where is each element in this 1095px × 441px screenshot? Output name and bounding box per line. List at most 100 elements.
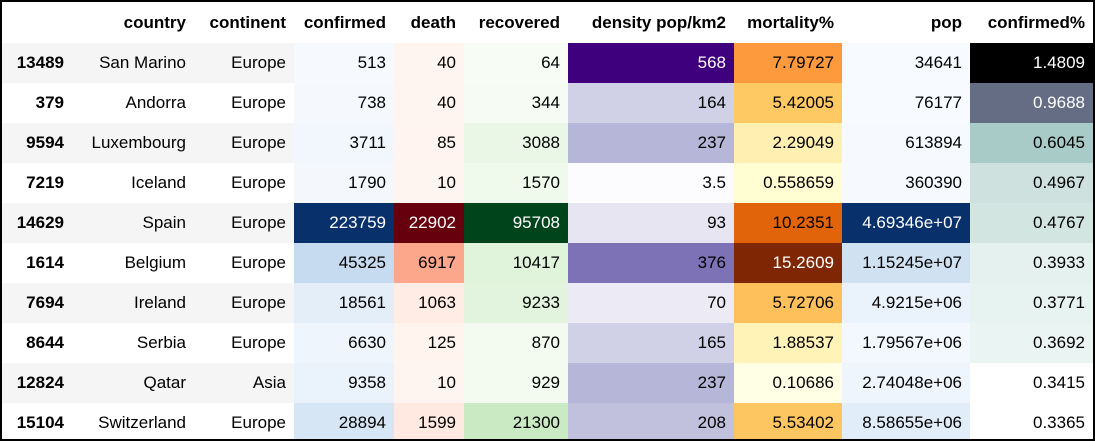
cell-mortality: 2.29049 [734, 123, 842, 163]
column-density-header: density pop/km2 [568, 2, 734, 43]
cell-pop: 8.58655e+06 [842, 403, 970, 439]
cell-density: 208 [568, 403, 734, 439]
column-index-header [2, 2, 74, 43]
cell-density: 376 [568, 243, 734, 283]
cell-country: Spain [74, 203, 194, 243]
cell-continent: Europe [231, 333, 286, 352]
row-index: 379 [35, 93, 64, 112]
cell-confirmed: 18561 [294, 283, 394, 323]
cell-recovered: 9233 [464, 283, 568, 323]
cell-density: 165 [568, 323, 734, 363]
row-index: 13489 [2, 43, 74, 83]
cell-pop: 360390 [842, 163, 970, 203]
cell-continent: Asia [194, 363, 294, 403]
cell-confirmed: 28894 [294, 403, 394, 439]
cell-continent: Europe [194, 283, 294, 323]
cell-confirmed: 45325 [294, 243, 394, 283]
cell-death: 10 [394, 363, 464, 403]
cell-mortality: 1.88537 [734, 323, 842, 363]
cell-confirmed: 1790 [294, 163, 394, 203]
cell-death: 1599 [394, 403, 464, 439]
row-index: 7219 [26, 173, 64, 192]
cell-death: 40 [394, 83, 464, 123]
cell-mortality: 0.10686 [734, 363, 842, 403]
cell-country: Switzerland [98, 413, 186, 432]
cell-recovered: 1570 [464, 163, 568, 203]
cell-country: Ireland [74, 283, 194, 323]
cell-country: Qatar [74, 363, 194, 403]
cell-continent: Europe [194, 43, 294, 83]
cell-death: 6917 [394, 243, 464, 283]
cell-confirmed: 3711 [294, 123, 394, 163]
cell-density: 3.5 [568, 163, 734, 203]
table-row: 13489 San Marino Europe 513 40 64 568 7.79727 34… [2, 43, 1093, 83]
cell-mortality: 15.2609 [734, 243, 842, 283]
cell-density: 237 [568, 123, 734, 163]
cell-confirmed: 223759 [294, 203, 394, 243]
cell-density: 237 [568, 363, 734, 403]
cell-recovered: 64 [464, 43, 568, 83]
table-row: 9594 Luxembourg Europe 3711 85 3088 237 2.29049… [2, 123, 1093, 163]
cell-death: 40 [394, 43, 464, 83]
header-row: country continent confirmed death recovered d… [2, 2, 1093, 43]
cell-recovered: 344 [464, 83, 568, 123]
cell-mortality: 7.79727 [734, 43, 842, 83]
cell-pop: 4.69346e+07 [842, 203, 970, 243]
cell-confirmed-pct: 0.6045 [970, 123, 1093, 163]
cell-pop: 1.15245e+07 [842, 243, 970, 283]
cell-country: Serbia [136, 333, 186, 352]
table-row: 14629 Spain Europe 223759 22902 95708 93 10.235… [2, 203, 1093, 243]
cell-density: 70 [568, 283, 734, 323]
table-row: 12824 Qatar Asia 9358 10 929 237 0.10686 2.74048… [2, 363, 1093, 403]
column-confirmed-header: confirmed [294, 2, 394, 43]
cell-death: 10 [394, 163, 464, 203]
row-index: 7694 [2, 283, 74, 323]
cell-continent: Europe [231, 173, 286, 192]
table-row: 15104 Switzerland Europe 28894 1599 21300 208 5… [2, 403, 1093, 439]
cell-confirmed-pct: 0.3365 [970, 403, 1093, 439]
table-row: 379 Andorra Europe 738 40 344 164 5.42005 76177 0… [2, 83, 1093, 123]
column-mortality-header: mortality% [734, 2, 842, 43]
cell-pop: 613894 [842, 123, 970, 163]
cell-pop: 2.74048e+06 [842, 363, 970, 403]
cell-pop: 76177 [842, 83, 970, 123]
row-index: 12824 [2, 363, 74, 403]
cell-mortality: 5.72706 [734, 283, 842, 323]
cell-mortality: 5.42005 [734, 83, 842, 123]
cell-confirmed-pct: 0.9688 [970, 83, 1093, 123]
cell-recovered: 870 [464, 323, 568, 363]
table-row: 1614 Belgium Europe 45325 6917 10417 376 15.260… [2, 243, 1093, 283]
cell-recovered: 21300 [464, 403, 568, 439]
cell-confirmed-pct: 1.4809 [970, 43, 1093, 83]
cell-confirmed: 513 [294, 43, 394, 83]
cell-recovered: 95708 [464, 203, 568, 243]
column-country-header: country [74, 2, 194, 43]
cell-country: San Marino [74, 43, 194, 83]
cell-mortality: 10.2351 [734, 203, 842, 243]
cell-country: Andorra [125, 93, 186, 112]
cell-pop: 1.79567e+06 [842, 323, 970, 363]
cell-pop: 34641 [842, 43, 970, 83]
column-pop-header: pop [842, 2, 970, 43]
cell-continent: Europe [231, 253, 286, 272]
row-index: 15104 [16, 413, 64, 432]
cell-density: 568 [568, 43, 734, 83]
table-row: 8644 Serbia Europe 6630 125 870 165 1.88537 1.79… [2, 323, 1093, 363]
cell-recovered: 929 [464, 363, 568, 403]
cell-mortality: 0.558659 [734, 163, 842, 203]
row-index: 1614 [26, 253, 64, 272]
cell-death: 1063 [394, 283, 464, 323]
cell-confirmed-pct: 0.4967 [970, 163, 1093, 203]
cell-density: 93 [568, 203, 734, 243]
cell-confirmed: 6630 [294, 323, 394, 363]
table-row: 7694 Ireland Europe 18561 1063 9233 70 5.72706 4… [2, 283, 1093, 323]
cell-confirmed-pct: 0.3933 [970, 243, 1093, 283]
table-row: 7219 Iceland Europe 1790 10 1570 3.5 0.558659 36… [2, 163, 1093, 203]
cell-continent: Europe [231, 93, 286, 112]
table-body: 13489 San Marino Europe 513 40 64 568 7.79727 34… [2, 43, 1093, 439]
cell-country: Luxembourg [74, 123, 194, 163]
cell-confirmed-pct: 0.3692 [970, 323, 1093, 363]
cell-country: Belgium [124, 253, 186, 272]
cell-pop: 4.9215e+06 [842, 283, 970, 323]
